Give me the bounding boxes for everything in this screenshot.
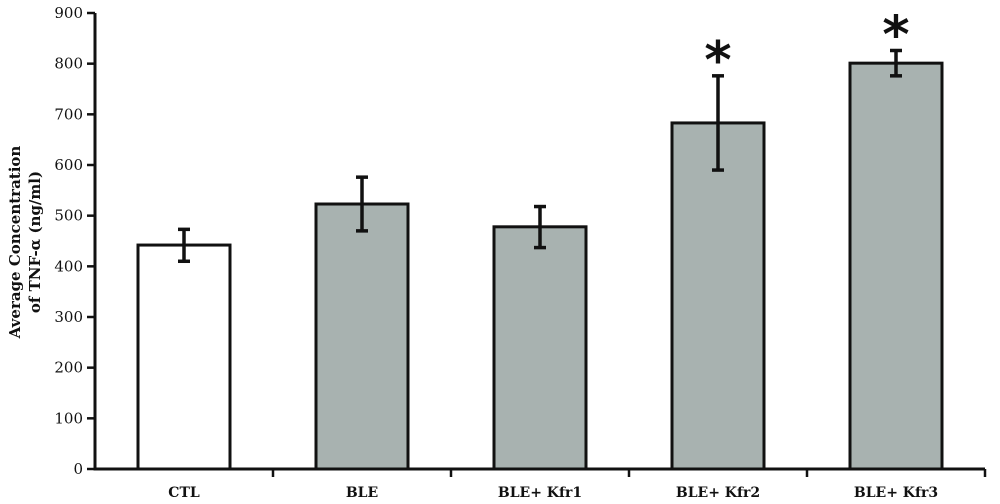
- x-category-label: BLE+ Kfr2: [676, 485, 760, 501]
- bar: [136, 243, 232, 471]
- y-tick-label: 0: [73, 460, 83, 478]
- bar: [314, 202, 410, 471]
- significance-star: *: [704, 31, 731, 91]
- bars: [136, 61, 944, 471]
- x-category-label: BLE+ Kfr1: [498, 485, 582, 501]
- y-axis-label: Average Concentration of TNF-α (ng/ml): [6, 146, 44, 340]
- y-tick-label: 500: [54, 207, 83, 225]
- category-labels: CTL BLE BLE+ Kfr1 BLE+ Kfr2 BLE+ Kfr3: [168, 485, 938, 501]
- bar: [670, 121, 766, 471]
- axes: 0 100 200 300 400 500 600 700 800 900: [54, 4, 987, 478]
- x-category-label: BLE: [346, 485, 378, 501]
- y-axis-label-line2: of TNF-α (ng/ml): [26, 171, 44, 313]
- y-axis-label-line1: Average Concentration: [6, 146, 24, 340]
- y-tick-label: 900: [54, 4, 83, 22]
- significance-markers: * *: [704, 5, 909, 90]
- y-tick-label: 100: [54, 409, 83, 427]
- y-tick-label: 600: [54, 156, 83, 174]
- x-category-label: BLE+ Kfr3: [854, 485, 938, 501]
- y-tick-label: 800: [54, 55, 83, 73]
- y-tick-label: 200: [54, 359, 83, 377]
- x-category-label: CTL: [168, 485, 200, 501]
- bar: [848, 61, 944, 471]
- y-tick-label: 300: [54, 308, 83, 326]
- error-bars: [178, 48, 902, 264]
- y-tick-label: 400: [54, 257, 83, 275]
- y-tick-label: 700: [54, 105, 83, 123]
- bar: [492, 225, 588, 471]
- significance-star: *: [882, 5, 909, 65]
